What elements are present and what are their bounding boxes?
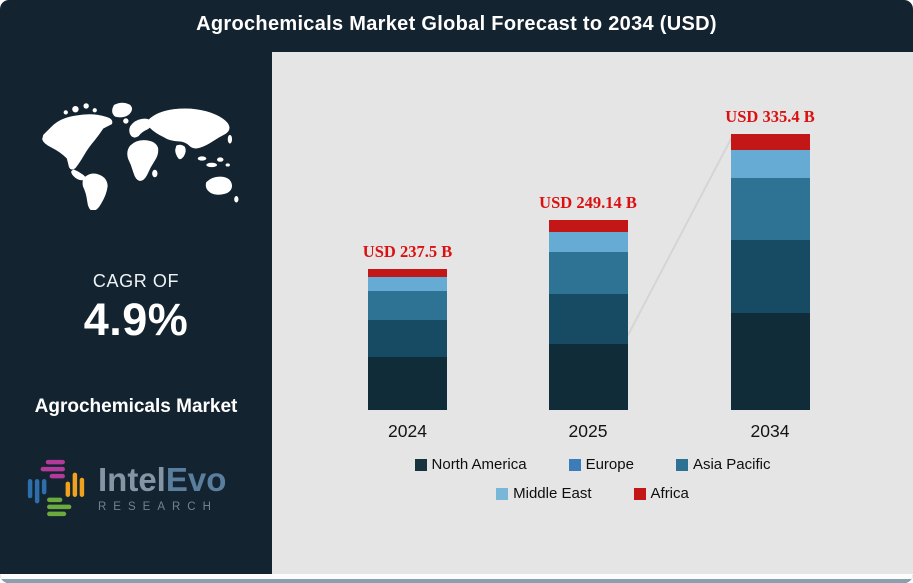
legend-row: North America Europe Asia Pacific xyxy=(414,456,771,473)
legend-label: Europe xyxy=(585,456,634,473)
logo-name: IntelEvo xyxy=(98,461,227,499)
bar-2024 xyxy=(368,269,447,410)
chart-area: USD 237.5 B USD 249.14 B USD 335.4 B North… xyxy=(272,52,913,575)
bar-plot: USD 237.5 B USD 249.14 B USD 335.4 B xyxy=(272,52,913,410)
logo-subtitle: RESEARCH xyxy=(98,500,218,513)
cagr-value: 4.9% xyxy=(83,294,189,345)
legend-swatch-europe xyxy=(568,458,581,471)
sidebar: CAGR OF 4.9% Agrochemicals Market xyxy=(0,52,272,574)
legend-label: Africa xyxy=(650,485,689,502)
chart-legend: North America Europe Asia Pacific Middle E… xyxy=(272,456,913,502)
legend-item-middle-east: Middle East xyxy=(496,485,592,502)
category-label-2024: 2024 xyxy=(388,421,427,441)
legend-label: Asia Pacific xyxy=(692,456,771,473)
bottom-divider xyxy=(0,574,913,579)
bar-2025-segment-europe xyxy=(548,294,628,344)
legend-item-north-america: North America xyxy=(414,456,527,473)
bar-2034-segment-asia-pacific xyxy=(730,178,810,240)
bar-2024-segment-middle-east xyxy=(368,277,447,291)
bar-2025-segment-asia-pacific xyxy=(548,252,628,294)
legend-swatch-north-america xyxy=(414,458,427,471)
bar-2034-segment-africa xyxy=(730,134,810,150)
category-label-2025: 2025 xyxy=(568,421,608,441)
legend-label: Middle East xyxy=(513,485,592,502)
legend-item-africa: Africa xyxy=(633,485,689,502)
bar-2034-segment-europe xyxy=(730,240,810,313)
bar-2034-segment-north-america xyxy=(730,313,810,410)
bar-2034 xyxy=(730,134,810,410)
legend-swatch-africa xyxy=(633,487,646,500)
intelevo-logo: IntelEvo RESEARCH xyxy=(24,452,226,524)
logo-pinwheel-icon xyxy=(27,459,85,517)
category-label-2034: 2034 xyxy=(750,421,790,441)
logo-name-intel: Intel xyxy=(98,461,166,499)
bar-2034-segment-middle-east xyxy=(730,150,810,178)
trend-line xyxy=(626,134,734,338)
bar-total-label-2034: USD 335.4 B xyxy=(725,107,815,126)
legend-label: North America xyxy=(431,456,527,473)
legend-item-asia-pacific: Asia Pacific xyxy=(675,456,771,473)
world-map-icon xyxy=(18,92,253,212)
bar-2024-segment-europe xyxy=(368,320,447,357)
market-name-label: Agrochemicals Market xyxy=(34,396,238,417)
logo-name-evo: Evo xyxy=(165,461,227,499)
bottom-border xyxy=(0,579,913,583)
bar-2025-segment-north-america xyxy=(548,344,628,410)
bar-total-label-2025: USD 249.14 B xyxy=(539,193,637,212)
bar-2024-segment-africa xyxy=(368,269,447,277)
legend-item-europe: Europe xyxy=(568,456,634,473)
bar-2025-segment-africa xyxy=(548,220,628,232)
logo-text: IntelEvo RESEARCH xyxy=(98,461,227,513)
bar-2024-segment-asia-pacific xyxy=(368,291,447,320)
cagr-label: CAGR OF xyxy=(92,271,180,291)
bar-total-label-2024: USD 237.5 B xyxy=(362,242,453,261)
legend-swatch-middle-east xyxy=(496,487,509,500)
bar-2025-segment-middle-east xyxy=(548,232,628,252)
legend-row: Middle East Africa xyxy=(496,485,689,502)
bar-2025 xyxy=(548,220,628,410)
page-title: Agrochemicals Market Global Forecast to … xyxy=(196,13,717,35)
bar-2024-segment-north-america xyxy=(368,357,447,410)
legend-swatch-asia-pacific xyxy=(675,458,688,471)
